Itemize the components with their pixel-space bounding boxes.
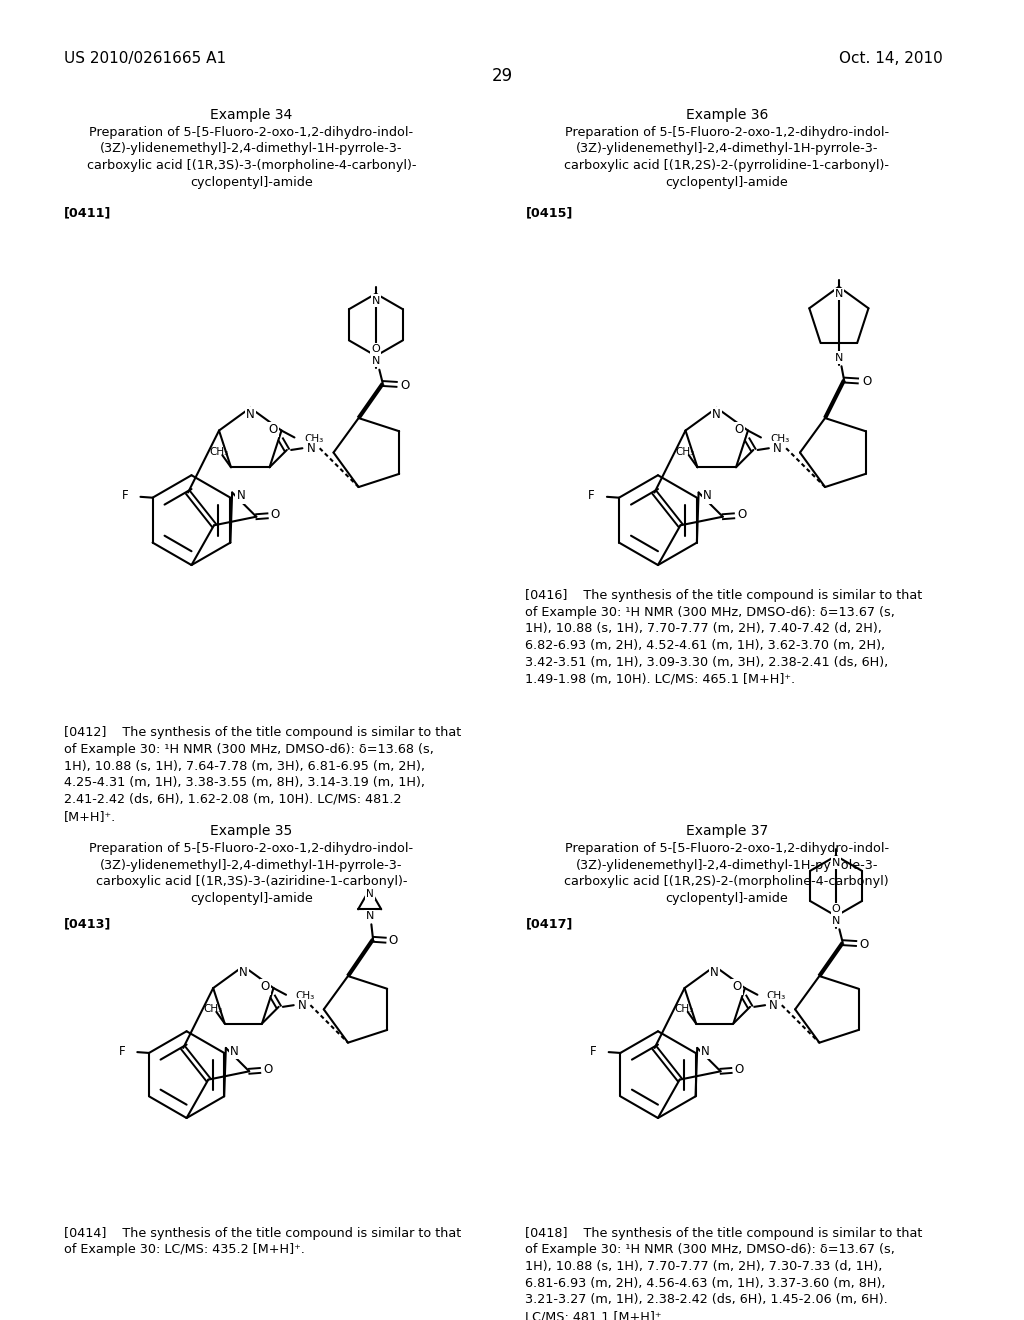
Text: CH₃: CH₃: [675, 1003, 694, 1014]
Text: F: F: [122, 490, 128, 503]
Text: Example 36: Example 36: [685, 108, 768, 121]
Text: [0411]: [0411]: [63, 206, 112, 219]
Text: N: N: [229, 1044, 239, 1057]
Text: N: N: [831, 916, 841, 925]
Text: N: N: [372, 356, 380, 366]
Text: cyclopentyl]-amide: cyclopentyl]-amide: [666, 176, 788, 189]
Text: 1H), 10.88 (s, 1H), 7.64-7.78 (m, 3H), 6.81-6.95 (m, 2H),: 1H), 10.88 (s, 1H), 7.64-7.78 (m, 3H), 6…: [63, 759, 425, 772]
Text: (3Z)-ylidenemethyl]-2,4-dimethyl-1H-pyrrole-3-: (3Z)-ylidenemethyl]-2,4-dimethyl-1H-pyrr…: [100, 859, 402, 871]
Text: CH₃: CH₃: [204, 1003, 222, 1014]
Text: O: O: [732, 981, 741, 994]
Text: [0415]: [0415]: [525, 206, 572, 219]
Text: O: O: [270, 508, 280, 521]
Text: 3.21-3.27 (m, 1H), 2.38-2.42 (ds, 6H), 1.45-2.06 (m, 6H).: 3.21-3.27 (m, 1H), 2.38-2.42 (ds, 6H), 1…: [525, 1294, 888, 1307]
Text: N: N: [239, 966, 248, 979]
Text: Oct. 14, 2010: Oct. 14, 2010: [839, 51, 943, 66]
Text: cyclopentyl]-amide: cyclopentyl]-amide: [666, 892, 788, 906]
Text: of Example 30: ¹H NMR (300 MHz, DMSO-d6): δ=13.67 (s,: of Example 30: ¹H NMR (300 MHz, DMSO-d6)…: [525, 1243, 895, 1257]
Text: O: O: [372, 345, 380, 354]
Text: 4.25-4.31 (m, 1H), 3.38-3.55 (m, 8H), 3.14-3.19 (m, 1H),: 4.25-4.31 (m, 1H), 3.38-3.55 (m, 8H), 3.…: [63, 776, 425, 789]
Text: F: F: [591, 1044, 597, 1057]
Text: carboxylic acid [(1R,2S)-2-(pyrrolidine-1-carbonyl)-: carboxylic acid [(1R,2S)-2-(pyrrolidine-…: [564, 158, 889, 172]
Text: 2.41-2.42 (ds, 6H), 1.62-2.08 (m, 10H). LC/MS: 481.2: 2.41-2.42 (ds, 6H), 1.62-2.08 (m, 10H). …: [63, 793, 401, 807]
Text: Example 37: Example 37: [686, 825, 768, 838]
Text: Preparation of 5-[5-Fluoro-2-oxo-1,2-dihydro-indol-: Preparation of 5-[5-Fluoro-2-oxo-1,2-dih…: [564, 842, 889, 855]
Text: N: N: [366, 890, 374, 899]
Text: (3Z)-ylidenemethyl]-2,4-dimethyl-1H-pyrrole-3-: (3Z)-ylidenemethyl]-2,4-dimethyl-1H-pyrr…: [575, 859, 878, 871]
Text: cyclopentyl]-amide: cyclopentyl]-amide: [190, 176, 312, 189]
Text: O: O: [862, 375, 871, 388]
Text: O: O: [735, 422, 744, 436]
Text: O: O: [831, 904, 841, 915]
Text: US 2010/0261665 A1: US 2010/0261665 A1: [63, 51, 226, 66]
Text: F: F: [119, 1044, 126, 1057]
Text: [M+H]⁺.: [M+H]⁺.: [63, 809, 116, 822]
Text: [0416]    The synthesis of the title compound is similar to that: [0416] The synthesis of the title compou…: [525, 589, 923, 602]
Text: 6.82-6.93 (m, 2H), 4.52-4.61 (m, 1H), 3.62-3.70 (m, 2H),: 6.82-6.93 (m, 2H), 4.52-4.61 (m, 1H), 3.…: [525, 639, 886, 652]
Text: Preparation of 5-[5-Fluoro-2-oxo-1,2-dihydro-indol-: Preparation of 5-[5-Fluoro-2-oxo-1,2-dih…: [89, 125, 414, 139]
Text: N: N: [713, 408, 721, 421]
Text: CH₃: CH₃: [304, 434, 324, 445]
Text: 1H), 10.88 (s, 1H), 7.70-7.77 (m, 2H), 7.30-7.33 (d, 1H),: 1H), 10.88 (s, 1H), 7.70-7.77 (m, 2H), 7…: [525, 1261, 883, 1272]
Text: N: N: [711, 966, 719, 979]
Text: CH₃: CH₃: [676, 446, 695, 457]
Text: CH₃: CH₃: [767, 991, 785, 1002]
Text: carboxylic acid [(1R,2S)-2-(morpholine-4-carbonyl): carboxylic acid [(1R,2S)-2-(morpholine-4…: [564, 875, 889, 888]
Text: 1.49-1.98 (m, 10H). LC/MS: 465.1 [M+H]⁺.: 1.49-1.98 (m, 10H). LC/MS: 465.1 [M+H]⁺.: [525, 672, 796, 685]
Text: CH₃: CH₃: [295, 991, 314, 1002]
Text: O: O: [263, 1063, 272, 1076]
Text: O: O: [261, 981, 270, 994]
Text: N: N: [306, 442, 315, 454]
Text: [0412]    The synthesis of the title compound is similar to that: [0412] The synthesis of the title compou…: [63, 726, 461, 739]
Text: CH₃: CH₃: [770, 434, 790, 445]
Text: N: N: [372, 296, 380, 306]
Text: 1H), 10.88 (s, 1H), 7.70-7.77 (m, 2H), 7.40-7.42 (d, 2H),: 1H), 10.88 (s, 1H), 7.70-7.77 (m, 2H), 7…: [525, 622, 883, 635]
Text: F: F: [588, 490, 595, 503]
Text: [0417]: [0417]: [525, 917, 572, 931]
Text: LC/MS: 481.1 [M+H]⁺.: LC/MS: 481.1 [M+H]⁺.: [525, 1311, 666, 1320]
Text: of Example 30: LC/MS: 435.2 [M+H]⁺.: of Example 30: LC/MS: 435.2 [M+H]⁺.: [63, 1243, 305, 1257]
Text: N: N: [831, 858, 841, 867]
Text: 29: 29: [493, 67, 513, 84]
Text: O: O: [268, 422, 278, 436]
Text: O: O: [737, 508, 746, 521]
Text: N: N: [835, 352, 843, 363]
Text: carboxylic acid [(1R,3S)-3-(morpholine-4-carbonyl)-: carboxylic acid [(1R,3S)-3-(morpholine-4…: [87, 158, 416, 172]
Text: (3Z)-ylidenemethyl]-2,4-dimethyl-1H-pyrrole-3-: (3Z)-ylidenemethyl]-2,4-dimethyl-1H-pyrr…: [100, 143, 402, 156]
Text: [0418]    The synthesis of the title compound is similar to that: [0418] The synthesis of the title compou…: [525, 1226, 923, 1239]
Text: N: N: [773, 442, 782, 454]
Text: N: N: [701, 1044, 710, 1057]
Text: 3.42-3.51 (m, 1H), 3.09-3.30 (m, 3H), 2.38-2.41 (ds, 6H),: 3.42-3.51 (m, 1H), 3.09-3.30 (m, 3H), 2.…: [525, 656, 889, 668]
Text: N: N: [298, 999, 306, 1011]
Text: carboxylic acid [(1R,3S)-3-(aziridine-1-carbonyl)-: carboxylic acid [(1R,3S)-3-(aziridine-1-…: [95, 875, 408, 888]
Text: O: O: [400, 379, 410, 392]
Text: of Example 30: ¹H NMR (300 MHz, DMSO-d6): δ=13.67 (s,: of Example 30: ¹H NMR (300 MHz, DMSO-d6)…: [525, 606, 895, 619]
Text: N: N: [835, 289, 843, 298]
Text: CH₃: CH₃: [209, 446, 228, 457]
Text: N: N: [366, 911, 374, 921]
Text: cyclopentyl]-amide: cyclopentyl]-amide: [190, 892, 312, 906]
Text: N: N: [237, 490, 245, 503]
Text: of Example 30: ¹H NMR (300 MHz, DMSO-d6): δ=13.68 (s,: of Example 30: ¹H NMR (300 MHz, DMSO-d6)…: [63, 743, 434, 756]
Text: Example 35: Example 35: [210, 825, 293, 838]
Text: 6.81-6.93 (m, 2H), 4.56-4.63 (m, 1H), 3.37-3.60 (m, 8H),: 6.81-6.93 (m, 2H), 4.56-4.63 (m, 1H), 3.…: [525, 1276, 886, 1290]
Text: Preparation of 5-[5-Fluoro-2-oxo-1,2-dihydro-indol-: Preparation of 5-[5-Fluoro-2-oxo-1,2-dih…: [564, 125, 889, 139]
Text: (3Z)-ylidenemethyl]-2,4-dimethyl-1H-pyrrole-3-: (3Z)-ylidenemethyl]-2,4-dimethyl-1H-pyrr…: [575, 143, 878, 156]
Text: O: O: [388, 935, 397, 948]
Text: N: N: [769, 999, 778, 1011]
Text: [0413]: [0413]: [63, 917, 112, 931]
Text: N: N: [246, 408, 255, 421]
Text: N: N: [702, 490, 712, 503]
Text: O: O: [860, 937, 869, 950]
Text: O: O: [734, 1063, 743, 1076]
Text: Preparation of 5-[5-Fluoro-2-oxo-1,2-dihydro-indol-: Preparation of 5-[5-Fluoro-2-oxo-1,2-dih…: [89, 842, 414, 855]
Text: [0414]    The synthesis of the title compound is similar to that: [0414] The synthesis of the title compou…: [63, 1226, 461, 1239]
Text: Example 34: Example 34: [210, 108, 293, 121]
